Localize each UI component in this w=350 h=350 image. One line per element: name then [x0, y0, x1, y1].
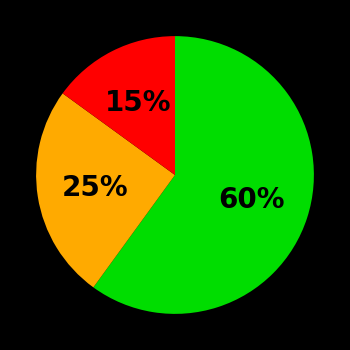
Wedge shape: [93, 36, 314, 314]
Text: 60%: 60%: [218, 186, 285, 214]
Text: 15%: 15%: [105, 89, 172, 117]
Wedge shape: [36, 93, 175, 287]
Wedge shape: [63, 36, 175, 175]
Text: 25%: 25%: [62, 174, 129, 202]
